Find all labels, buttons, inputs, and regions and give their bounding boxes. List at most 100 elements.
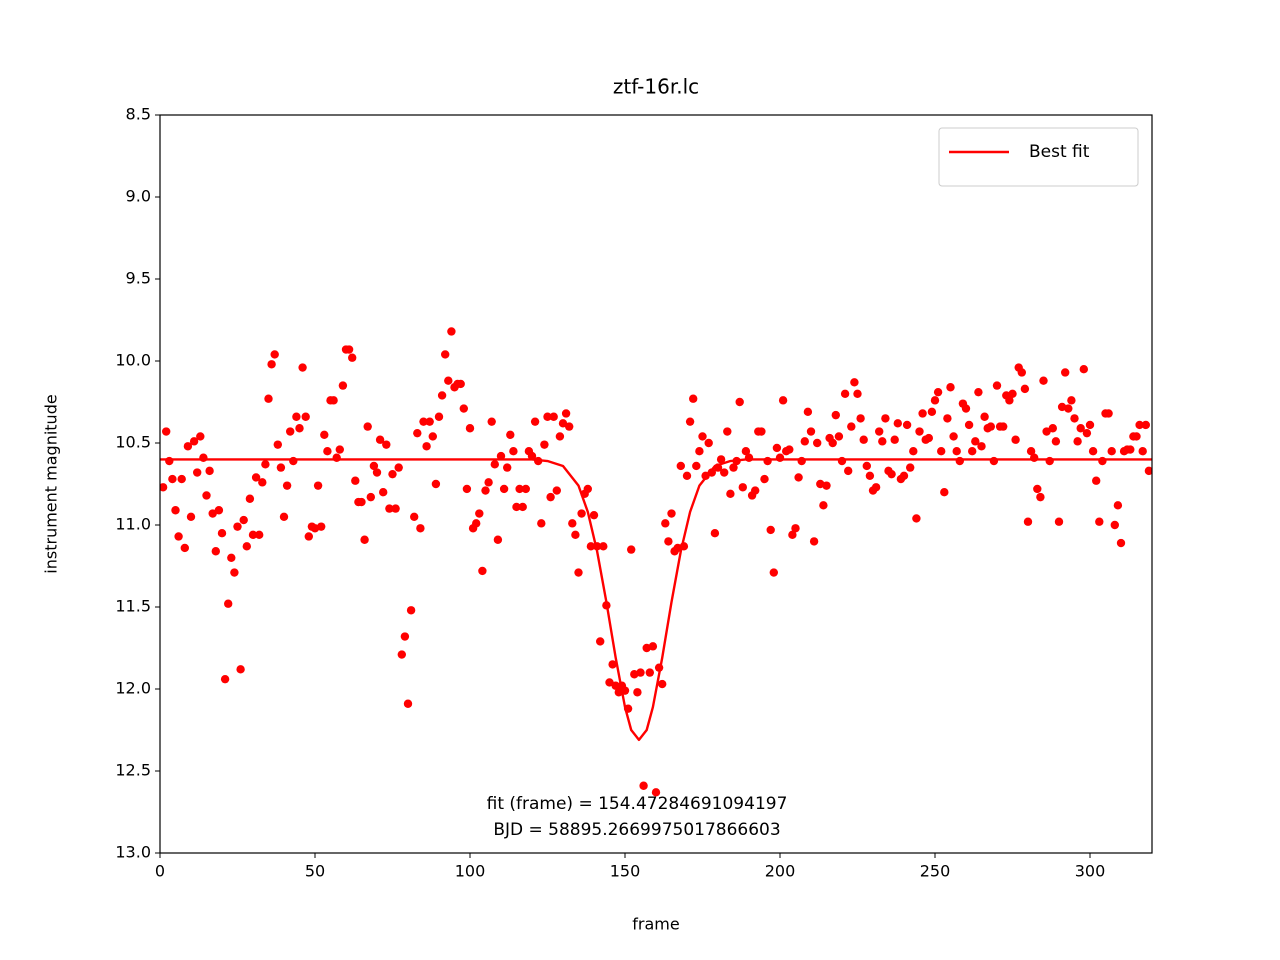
data-point — [552, 486, 561, 495]
data-point — [574, 568, 583, 577]
data-point — [264, 394, 273, 403]
data-point — [890, 435, 899, 444]
data-point — [189, 437, 199, 446]
data-point — [220, 674, 230, 684]
y-tick-label: 9.5 — [126, 269, 151, 288]
data-point — [214, 506, 224, 515]
data-point — [583, 484, 592, 494]
data-point — [977, 442, 986, 451]
data-point — [692, 461, 701, 471]
data-point — [847, 422, 856, 431]
data-point — [716, 455, 726, 464]
data-point — [506, 430, 515, 439]
data-point — [183, 442, 193, 451]
data-point — [924, 433, 933, 443]
data-point — [512, 502, 521, 512]
data-point — [160, 483, 168, 492]
data-point — [385, 504, 394, 513]
x-tick-label: 200 — [765, 862, 796, 881]
data-point — [1095, 517, 1104, 526]
data-point — [369, 461, 379, 471]
data-point — [881, 414, 890, 423]
data-point — [177, 474, 186, 484]
data-point — [180, 543, 189, 553]
data-point — [1082, 428, 1092, 438]
data-point — [840, 389, 850, 398]
y-tick-label: 8.5 — [126, 105, 151, 124]
data-point — [270, 350, 279, 359]
data-point — [1039, 376, 1048, 385]
data-point — [1073, 437, 1082, 446]
data-point — [276, 463, 286, 472]
legend-box — [938, 127, 1139, 187]
data-point — [434, 412, 444, 421]
data-point — [627, 545, 636, 554]
data-point — [546, 492, 555, 502]
data-point — [757, 427, 766, 436]
data-point — [685, 417, 695, 426]
data-point — [1042, 427, 1051, 436]
data-point — [344, 345, 354, 354]
data-point — [1054, 517, 1064, 526]
data-point — [955, 456, 964, 466]
data-point — [400, 632, 410, 641]
data-point — [720, 468, 729, 477]
data-point — [242, 542, 251, 551]
data-point — [1116, 538, 1126, 548]
data-point — [1067, 396, 1076, 405]
data-point — [915, 427, 924, 436]
data-point — [707, 468, 716, 477]
data-point — [475, 509, 484, 518]
data-point — [1092, 476, 1101, 485]
data-point — [301, 412, 310, 421]
data-point — [509, 447, 518, 456]
data-point — [338, 381, 348, 390]
data-point — [487, 417, 496, 426]
x-tick-label: 150 — [610, 862, 641, 881]
data-point — [323, 447, 332, 456]
data-point — [751, 486, 760, 495]
data-point — [1107, 447, 1116, 456]
data-point — [388, 469, 397, 479]
data-point — [410, 512, 419, 521]
data-point — [251, 473, 261, 482]
data-point — [375, 435, 385, 444]
data-point — [710, 529, 720, 538]
data-point — [565, 422, 574, 431]
data-point — [493, 535, 503, 544]
axes: 0 50 100 150 200 250 300 8.5 9.0 9.5 10.0 10.5 11.0 1… — [115, 105, 1153, 881]
data-point — [735, 397, 744, 407]
data-point — [363, 422, 372, 431]
data-point — [1020, 384, 1030, 394]
fit-line — [160, 458, 1152, 742]
plot-area — [160, 327, 1152, 797]
data-point — [425, 417, 434, 426]
data-point — [961, 404, 971, 413]
data-point — [298, 363, 307, 372]
data-point — [974, 387, 983, 397]
data-point — [1144, 466, 1152, 476]
data-point — [478, 566, 487, 576]
data-point — [571, 530, 580, 540]
data-point — [171, 506, 180, 515]
data-point — [1098, 456, 1107, 466]
data-point — [518, 502, 527, 512]
data-point — [949, 432, 958, 441]
data-point — [530, 417, 540, 426]
data-point — [589, 510, 599, 520]
data-point — [788, 530, 797, 540]
data-point — [875, 427, 884, 436]
data-point — [394, 463, 403, 472]
data-point — [313, 481, 323, 490]
data-point — [205, 466, 214, 476]
data-point — [667, 509, 676, 518]
x-tick-label: 0 — [155, 862, 165, 881]
data-point — [267, 360, 276, 369]
data-point — [887, 469, 896, 479]
y-tick-label: 10.0 — [115, 351, 151, 370]
data-point — [239, 515, 248, 525]
data-point — [1061, 368, 1070, 377]
data-point — [248, 530, 258, 540]
data-point — [279, 512, 289, 521]
